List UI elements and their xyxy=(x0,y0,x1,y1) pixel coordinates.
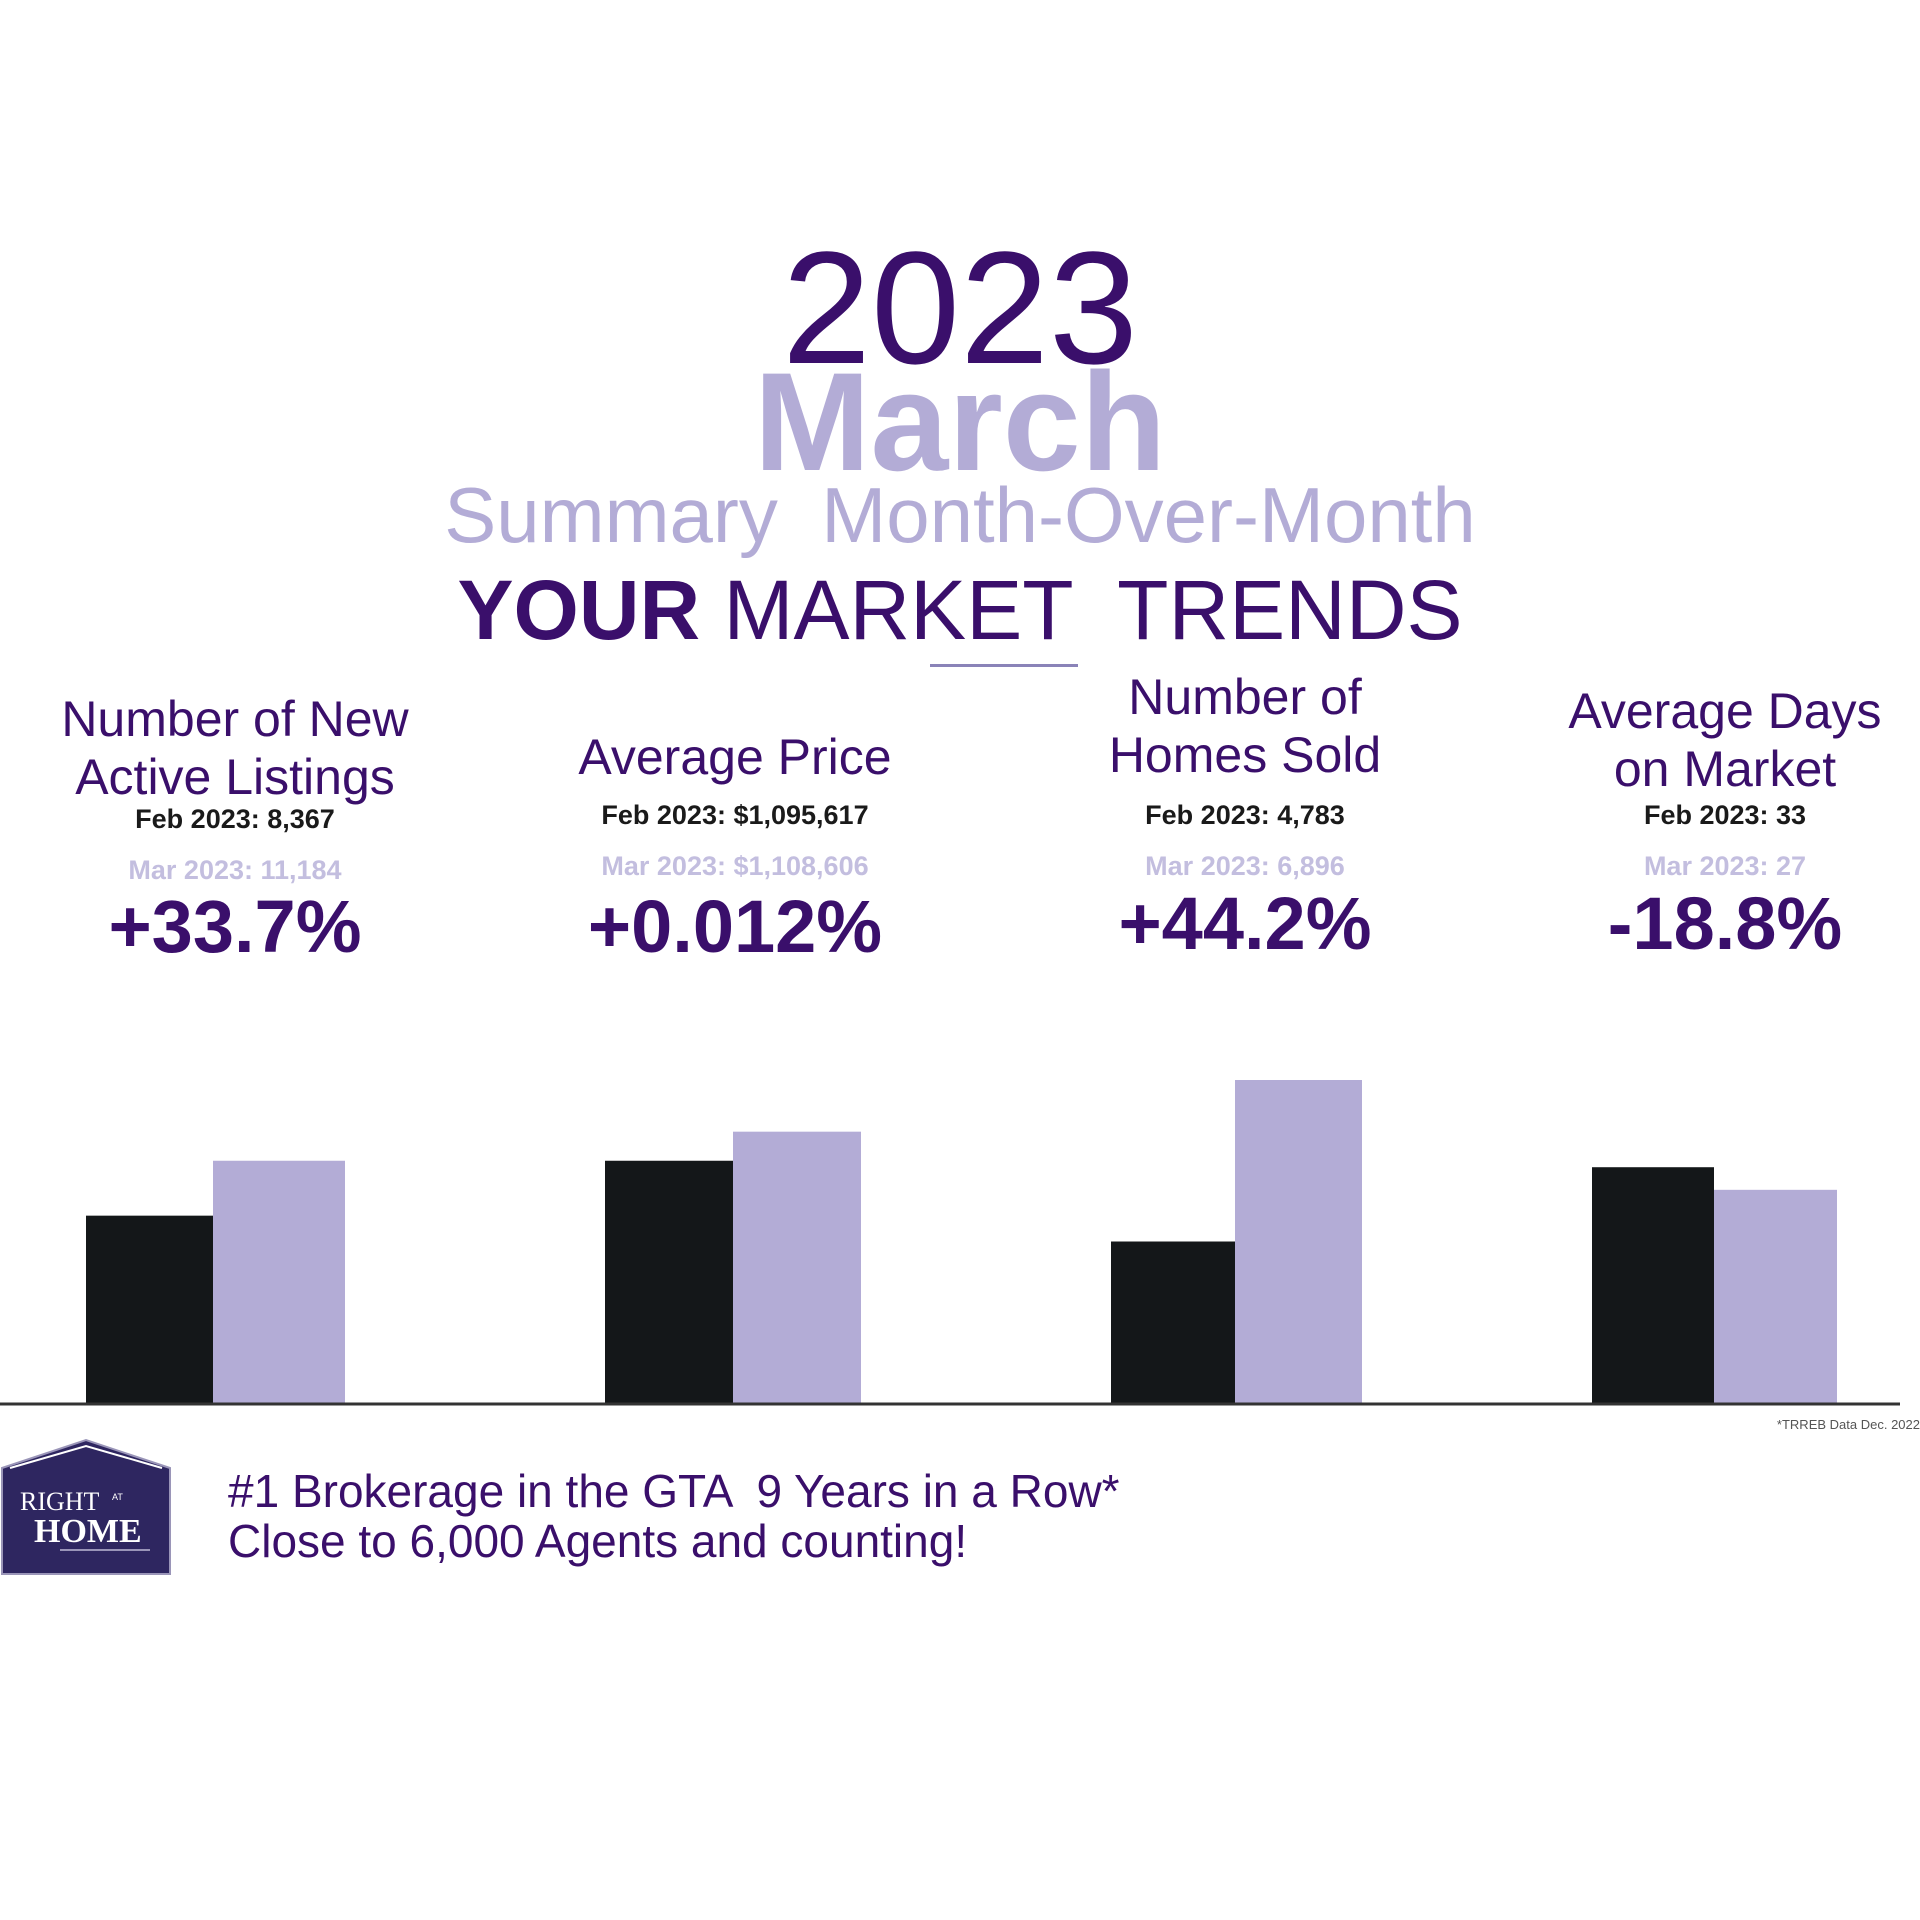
agents-tagline: Close to 6,000 Agents and counting! xyxy=(228,1515,968,1567)
bar-mar xyxy=(213,1160,345,1403)
feb-value-new-listings: Feb 2023: 8,367 xyxy=(135,804,335,834)
market-trends-headline: YOUR MARKET TRENDS xyxy=(0,565,1920,655)
headline-bold: YOUR xyxy=(457,563,701,657)
logo-text-right: RIGHT xyxy=(20,1487,100,1516)
metric-title-average-price: Average Price xyxy=(520,728,950,786)
brokerage-tagline: #1 Brokerage in the GTA 9 Years in a Row… xyxy=(228,1465,1120,1517)
feb-value-days-on-market: Feb 2023: 33 xyxy=(1643,800,1807,830)
change-days-on-market: -18.8% xyxy=(1607,882,1843,965)
mar-value-new-listings: Mar 2023: 11,184 xyxy=(128,855,342,885)
comparison-bar-chart xyxy=(0,1080,1900,1406)
year-heading: 2023 xyxy=(782,218,1138,397)
bar-group xyxy=(605,1131,861,1403)
logo-text-at: AT xyxy=(112,1492,123,1502)
metric-title-line: Average Days xyxy=(1568,683,1882,739)
change-homes-sold: +44.2% xyxy=(1118,882,1372,965)
metric-title-new-listings: Number of New Active Listings xyxy=(20,690,450,806)
metric-title-line: on Market xyxy=(1613,741,1837,797)
logo-text-home: HOME xyxy=(34,1513,142,1550)
summary-subtitle: Summary Month-Over-Month xyxy=(444,471,1476,559)
title-divider xyxy=(930,664,1078,667)
bar-group xyxy=(1592,1167,1837,1403)
feb-value-average-price: Feb 2023: $1,095,617 xyxy=(601,800,869,830)
metric-title-homes-sold: Number of Homes Sold xyxy=(1030,668,1460,784)
change-average-price: +0.012% xyxy=(587,885,883,968)
metric-title-line: Active Listings xyxy=(75,749,395,805)
headline-rest: MARKET TRENDS xyxy=(700,563,1463,657)
month-heading: March xyxy=(753,343,1167,500)
bar-feb xyxy=(86,1215,213,1403)
mar-value-homes-sold: Mar 2023: 6,896 xyxy=(1145,851,1345,881)
metric-title-line: Homes Sold xyxy=(1108,727,1382,783)
mar-value-days-on-market: Mar 2023: 27 xyxy=(1643,851,1807,881)
metric-title-line: Average Price xyxy=(578,729,892,785)
change-new-listings: +33.7% xyxy=(108,885,362,968)
bar-group xyxy=(86,1160,345,1403)
bar-feb xyxy=(605,1160,733,1403)
source-note: *TRREB Data Dec. 2022 xyxy=(1776,1417,1920,1432)
bar-mar xyxy=(1714,1189,1837,1403)
mar-value-average-price: Mar 2023: $1,108,606 xyxy=(601,851,869,881)
bar-group xyxy=(1111,1080,1362,1403)
right-at-home-logo: RIGHT AT HOME xyxy=(1,1438,171,1575)
feb-value-homes-sold: Feb 2023: 4,783 xyxy=(1145,800,1345,830)
metric-title-line: Number of xyxy=(1128,669,1362,725)
bar-feb xyxy=(1111,1241,1235,1403)
bar-mar xyxy=(733,1131,861,1403)
metric-title-line: Number of New xyxy=(61,691,409,747)
bar-feb xyxy=(1592,1167,1714,1403)
metric-title-days-on-market: Average Days on Market xyxy=(1510,682,1920,798)
bar-mar xyxy=(1235,1080,1362,1403)
